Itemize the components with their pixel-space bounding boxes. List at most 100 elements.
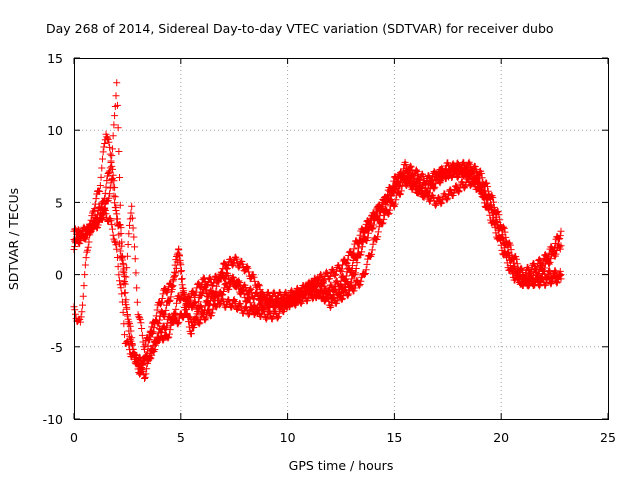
data-point [118, 256, 126, 264]
data-point [223, 264, 231, 272]
data-point [165, 333, 173, 341]
data-point [123, 304, 131, 312]
data-point [163, 323, 171, 331]
data-point [130, 233, 138, 241]
data-point [434, 194, 442, 202]
data-point [77, 313, 85, 321]
data-point [177, 261, 185, 269]
data-point [432, 201, 440, 209]
data-point [113, 254, 121, 262]
data-point [183, 310, 191, 318]
data-point [458, 163, 466, 171]
data-point [331, 271, 339, 279]
data-point [140, 374, 148, 382]
data-point [512, 269, 520, 277]
data-point [229, 296, 237, 304]
data-point [452, 182, 460, 190]
data-point [391, 200, 399, 208]
data-point [82, 233, 90, 241]
data-point [148, 323, 156, 331]
data-point [403, 167, 411, 175]
data-point [110, 192, 118, 200]
data-point [99, 148, 107, 156]
data-point [109, 171, 117, 179]
data-point [486, 203, 494, 211]
x-tick-label: 5 [177, 430, 185, 445]
data-point [302, 281, 310, 289]
y-tick-label: -10 [43, 412, 63, 427]
data-point [161, 310, 169, 318]
data-point [364, 234, 372, 242]
data-point [454, 159, 462, 167]
data-point [545, 260, 553, 268]
data-point [497, 234, 505, 242]
data-point [232, 255, 240, 263]
data-point [356, 281, 364, 289]
data-point [489, 194, 497, 202]
data-point [119, 259, 127, 267]
data-point [97, 203, 105, 211]
data-point [548, 274, 556, 282]
data-point [155, 325, 163, 333]
data-point [390, 173, 398, 181]
data-point [259, 306, 267, 314]
data-point [319, 279, 327, 287]
data-point [121, 272, 129, 280]
data-point [427, 178, 435, 186]
data-point [551, 244, 559, 252]
data-point [105, 138, 113, 146]
data-point [525, 282, 533, 290]
data-point [422, 187, 430, 195]
data-point [79, 292, 87, 300]
data-point [131, 351, 139, 359]
data-point [92, 195, 100, 203]
data-point [198, 289, 206, 297]
data-point [153, 306, 161, 314]
data-point [379, 219, 387, 227]
data-point [316, 271, 324, 279]
data-point [152, 312, 160, 320]
data-point [251, 277, 259, 285]
data-point [182, 309, 190, 317]
data-point [326, 272, 334, 280]
data-point [350, 245, 358, 253]
data-point [245, 311, 253, 319]
data-point [358, 243, 366, 251]
data-point [166, 326, 174, 334]
data-point [329, 265, 337, 273]
data-point [170, 268, 178, 276]
data-point [206, 300, 214, 308]
data-point [185, 293, 193, 301]
data-point [78, 308, 86, 316]
data-point [357, 277, 365, 285]
data-point [107, 179, 115, 187]
data-point [537, 276, 545, 284]
data-point [115, 231, 123, 239]
data-point [245, 268, 253, 276]
data-point [141, 341, 149, 349]
data-point [106, 143, 114, 151]
data-point [326, 304, 334, 312]
data-point [274, 313, 282, 321]
data-point [406, 176, 414, 184]
data-point [140, 345, 148, 353]
data-point [397, 187, 405, 195]
data-point [253, 289, 261, 297]
data-point [239, 260, 247, 268]
data-point [148, 346, 156, 354]
data-point [205, 275, 213, 283]
data-point [333, 297, 341, 305]
data-point [200, 274, 208, 282]
data-point [429, 181, 437, 189]
data-point [131, 255, 139, 263]
data-point [101, 204, 109, 212]
data-point [79, 301, 87, 309]
data-point [129, 224, 137, 232]
data-point [255, 282, 263, 290]
data-point [482, 194, 490, 202]
data-point [461, 184, 469, 192]
y-tick-label: 15 [47, 51, 63, 66]
data-point [175, 292, 183, 300]
data-point [493, 218, 501, 226]
data-point [243, 263, 251, 271]
